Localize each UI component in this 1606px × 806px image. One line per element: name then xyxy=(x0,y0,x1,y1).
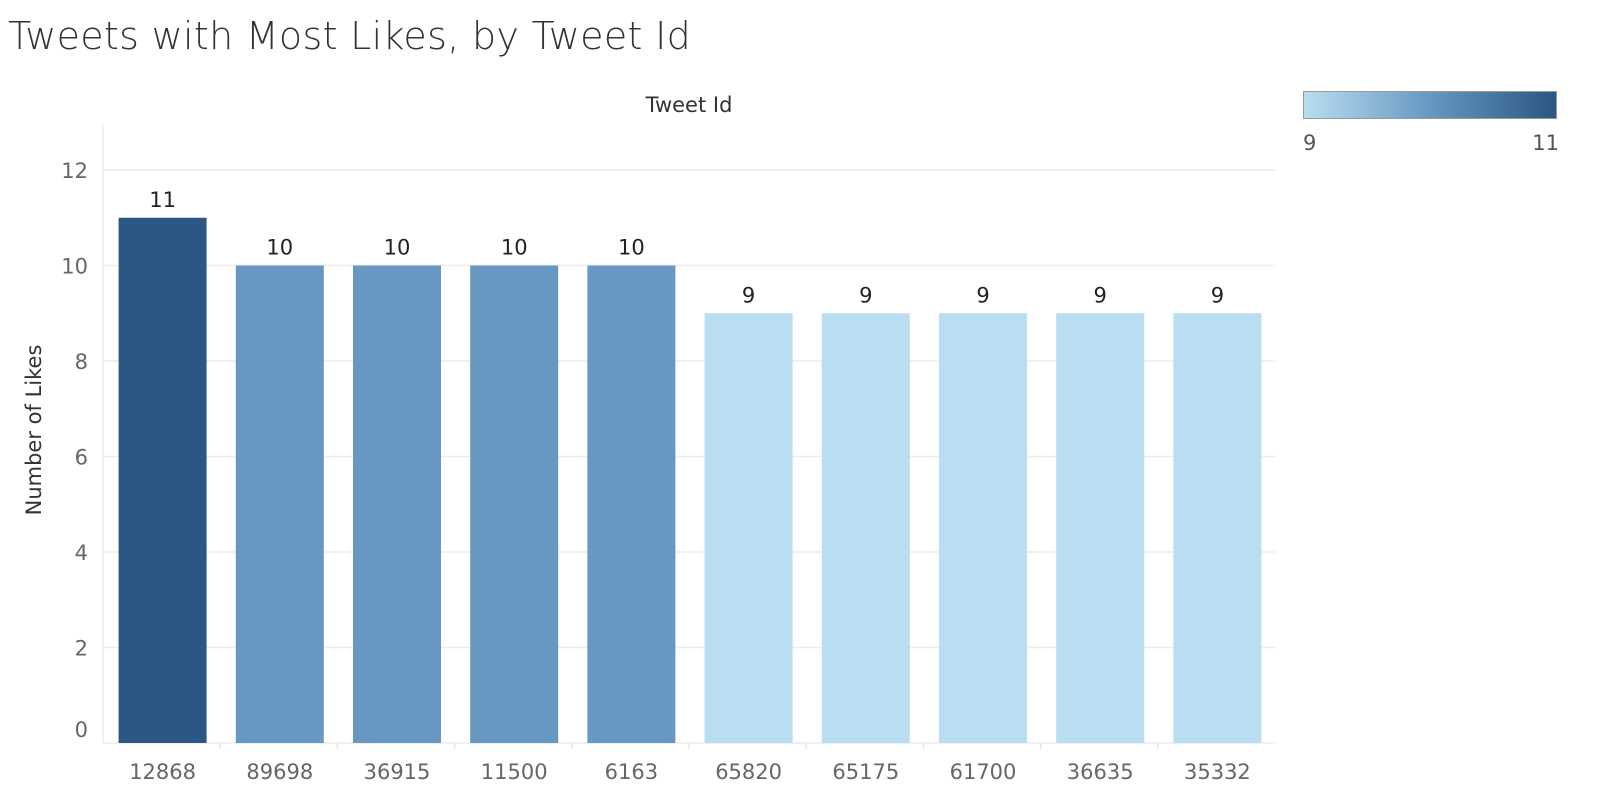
y-tick-label: 6 xyxy=(75,446,88,470)
y-axis-title: Number of Likes xyxy=(22,345,46,516)
y-tick-label: 2 xyxy=(75,637,88,661)
x-tick-label: 6163 xyxy=(605,760,658,784)
data-label: 9 xyxy=(1211,283,1224,307)
chart-title: Tweets with Most Likes, by Tweet Id xyxy=(8,14,692,58)
bar xyxy=(704,313,793,743)
bar xyxy=(353,265,441,743)
data-label: 10 xyxy=(618,236,645,260)
bar xyxy=(1056,313,1145,743)
data-label: 10 xyxy=(501,236,528,260)
data-label: 9 xyxy=(976,283,989,307)
data-label: 9 xyxy=(1094,283,1107,307)
x-tick-label: 12868 xyxy=(129,760,196,784)
x-tick-label: 36635 xyxy=(1067,760,1134,784)
x-axis-title: Tweet Id xyxy=(645,93,733,117)
color-gradient-bar xyxy=(1303,91,1557,119)
legend-max-label: 11 xyxy=(1532,131,1559,155)
legend-min-label: 9 xyxy=(1303,131,1317,155)
data-label: 11 xyxy=(149,188,176,212)
bar xyxy=(821,313,910,743)
y-tick-label: 0 xyxy=(75,718,88,742)
color-legend: 9 11 xyxy=(1303,91,1559,155)
data-label: 9 xyxy=(742,283,755,307)
data-label: 10 xyxy=(266,236,293,260)
y-tick-label: 10 xyxy=(61,255,88,279)
y-tick-label: 12 xyxy=(61,159,88,183)
data-label: 10 xyxy=(384,236,411,260)
y-tick-label: 8 xyxy=(75,350,88,374)
x-tick-label: 65820 xyxy=(715,760,782,784)
x-tick-label: 61700 xyxy=(950,760,1017,784)
y-tick-label: 4 xyxy=(75,541,88,565)
bar xyxy=(235,265,324,743)
x-tick-label: 11500 xyxy=(481,760,548,784)
bar xyxy=(587,265,676,743)
x-tick-label: 35332 xyxy=(1184,760,1251,784)
x-tick-label: 36915 xyxy=(364,760,431,784)
bar xyxy=(118,217,207,743)
x-tick-label: 65175 xyxy=(832,760,899,784)
bar xyxy=(1173,313,1262,743)
bar xyxy=(470,265,559,743)
x-tick-label: 89698 xyxy=(246,760,313,784)
bar xyxy=(939,313,1027,743)
data-label: 9 xyxy=(859,283,872,307)
